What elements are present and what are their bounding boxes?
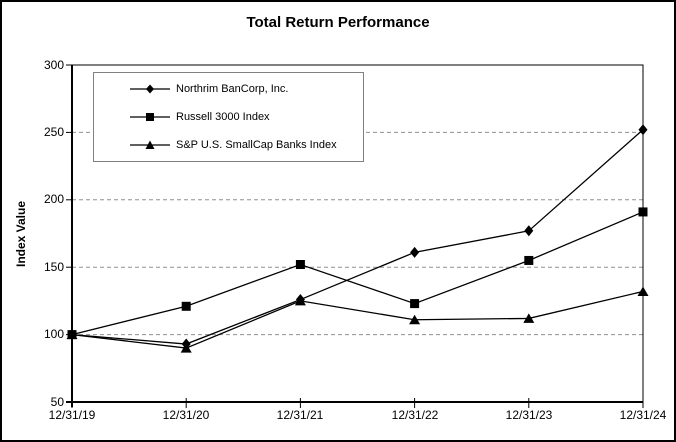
square-marker-icon — [130, 113, 170, 121]
data-point-northrim-bancorp-inc-12-31-22 — [410, 246, 420, 258]
x-tick-label: 12/31/21 — [276, 408, 324, 422]
chart-title: Total Return Performance — [246, 14, 430, 31]
data-point-s-p-u-s-smallcap-banks-index-12-31-24 — [637, 286, 649, 296]
data-point-russell-3000-index-12-31-23 — [524, 255, 534, 265]
y-axis-title: Index Value — [14, 200, 28, 268]
legend-item-russell-3000: Russell 3000 Index — [130, 111, 363, 123]
y-tick-label: 250 — [43, 125, 64, 139]
data-point-s-p-u-s-smallcap-banks-index-12-31-23 — [523, 313, 535, 323]
legend-item-northrim: Northrim BanCorp, Inc. — [130, 83, 363, 95]
data-point-russell-3000-index-12-31-22 — [410, 299, 420, 309]
legend-label: S&P U.S. SmallCap Banks Index — [176, 139, 337, 151]
x-tick-label: 12/31/22 — [391, 408, 439, 422]
x-tick-label: 12/31/24 — [619, 408, 667, 422]
x-tick-label: 12/31/23 — [505, 408, 553, 422]
legend-label: Northrim BanCorp, Inc. — [176, 83, 289, 95]
x-tick-label: 12/31/20 — [162, 408, 210, 422]
y-tick-label: 300 — [43, 58, 64, 72]
data-point-northrim-bancorp-inc-12-31-24 — [638, 124, 648, 136]
series-line-russell-3000-index — [71, 211, 644, 336]
y-tick-label: 100 — [43, 327, 64, 341]
diamond-marker-icon — [130, 84, 170, 94]
data-point-northrim-bancorp-inc-12-31-23 — [524, 225, 534, 237]
y-tick-label: 50 — [50, 395, 64, 409]
data-point-northrim-bancorp-inc-12-31-21 — [295, 294, 305, 306]
series-line-s-p-u-s-smallcap-banks-index — [71, 290, 644, 349]
data-point-russell-3000-index-12-31-21 — [295, 260, 305, 270]
data-point-northrim-bancorp-inc-12-31-19 — [67, 329, 77, 341]
data-point-russell-3000-index-12-31-20 — [181, 301, 191, 311]
data-point-russell-3000-index-12-31-24 — [638, 207, 648, 217]
data-point-s-p-u-s-smallcap-banks-index-12-31-22 — [409, 314, 421, 325]
series-line-northrim-bancorp-inc — [71, 129, 644, 345]
y-tick-label: 150 — [43, 260, 64, 274]
legend-label: Russell 3000 Index — [176, 111, 270, 123]
x-tick-label: 12/31/19 — [48, 408, 96, 422]
triangle-marker-icon — [130, 140, 170, 149]
legend-item-sp-smallcap-banks: S&P U.S. SmallCap Banks Index — [130, 139, 363, 151]
y-tick-label: 200 — [43, 192, 64, 206]
data-point-northrim-bancorp-inc-12-31-20 — [181, 338, 191, 350]
legend: Northrim BanCorp, Inc. Russell 3000 Inde… — [93, 72, 364, 162]
